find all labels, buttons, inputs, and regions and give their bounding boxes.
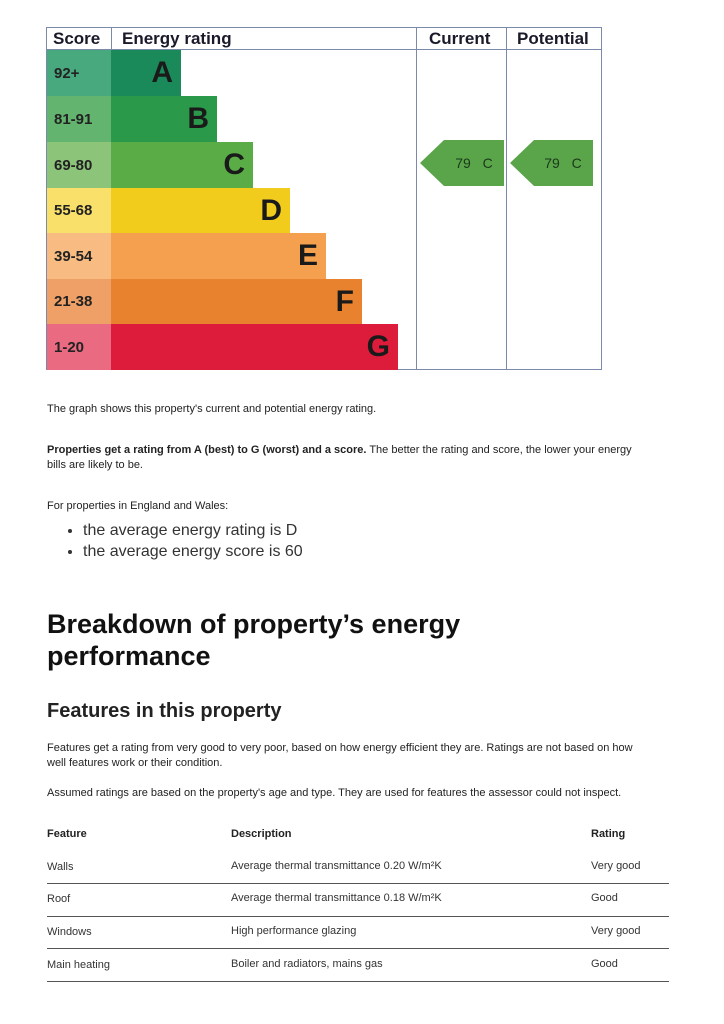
header: Current [429, 29, 491, 48]
table-cell: Walls [47, 861, 74, 873]
average-intro: For properties in England and Wales: [47, 500, 229, 512]
rating-bar: A [111, 50, 181, 96]
potential-rating: 79 C [544, 155, 582, 171]
score-cell: 55-68 [47, 188, 111, 233]
row-rule [47, 916, 669, 917]
row-rule [47, 948, 669, 949]
score-cell: 39-54 [47, 233, 111, 279]
col-rule [416, 27, 417, 370]
col-rule [506, 27, 507, 370]
table-cell: Windows [47, 926, 92, 938]
table-cell: Main heating [47, 959, 110, 971]
text: The better the rating and score, the low… [47, 444, 632, 471]
header-rule [46, 49, 602, 50]
table-cell: Good [591, 892, 618, 904]
rating-bar: F [111, 279, 362, 324]
current-rating: 79 C [455, 155, 493, 171]
table-cell: Boiler and radiators, mains gas [231, 958, 383, 970]
rating-bar: E [111, 233, 326, 279]
header: Potential [517, 29, 589, 48]
bold-text: Properties get a rating from A (best) to… [47, 444, 367, 456]
arrow-shape [420, 140, 504, 186]
section-title: Breakdown of property’s energy performan… [47, 609, 461, 671]
table-cell: Average thermal transmittance 0.20 W/m²K [231, 860, 442, 872]
table-header: Description [231, 828, 292, 840]
rating-bar: C [111, 142, 253, 188]
rating-bar: G [111, 324, 398, 370]
rating-info: Properties get a rating from A (best) to… [47, 443, 647, 473]
bullet: the average energy rating is D [83, 520, 303, 541]
score-cell: 1-20 [47, 324, 111, 370]
paragraph: Features get a rating from very good to … [47, 742, 633, 769]
table-cell: Very good [591, 925, 641, 937]
intro: The graph shows this property's current … [47, 403, 377, 415]
header: Energy rating [122, 29, 232, 48]
score-cell: 81-91 [47, 96, 111, 142]
rating-bar: D [111, 188, 290, 233]
score-cell: 92+ [47, 50, 111, 96]
table-cell: High performance glazing [231, 925, 357, 937]
table-cell: Good [591, 958, 618, 970]
table-cell: Very good [591, 860, 641, 872]
col-rule [111, 27, 112, 50]
arrow-shape [510, 140, 593, 186]
score-cell: 69-80 [47, 142, 111, 188]
table-header: Feature [47, 828, 87, 840]
subsection-title: Features in this property [47, 700, 282, 722]
table-cell: Average thermal transmittance 0.18 W/m²K [231, 892, 442, 904]
averages: the average energy rating is D the avera… [47, 520, 303, 562]
header: Score [53, 29, 101, 48]
paragraph: Assumed ratings are based on the propert… [47, 787, 622, 799]
table-cell: Roof [47, 893, 71, 905]
potential-arrow [510, 140, 593, 186]
row-rule [47, 981, 669, 982]
current-arrow [420, 140, 504, 186]
rating-bar: B [111, 96, 217, 142]
row-rule [47, 883, 669, 884]
score-cell: 21-38 [47, 279, 111, 324]
bullet: the average energy score is 60 [83, 541, 303, 562]
table-header: Rating [591, 828, 626, 840]
